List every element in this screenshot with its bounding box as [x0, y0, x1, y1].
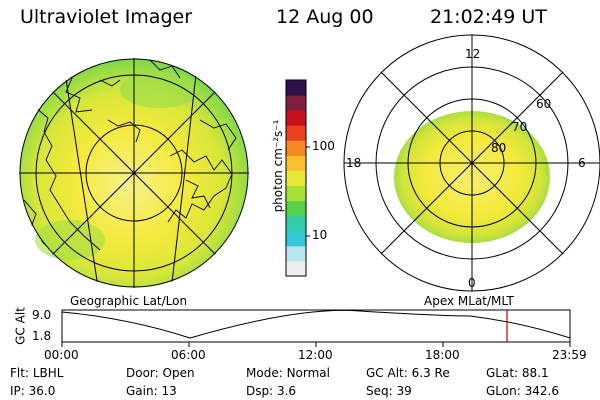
- timeline-ylabel: GC Alt: [13, 307, 28, 345]
- timeline-ytick-max: 9.0: [32, 308, 52, 322]
- colorbar: [285, 79, 310, 277]
- apex-map: [343, 34, 600, 292]
- colorbar-band: [286, 80, 306, 96]
- geo-grid: [19, 58, 249, 288]
- apex-mlt-18: 18: [346, 156, 362, 170]
- colorbar-band: [286, 185, 306, 202]
- colorbar-band: [286, 125, 306, 141]
- colorbar-band: [286, 155, 306, 171]
- colorbar-band: [286, 110, 306, 126]
- orbit-timeline: [61, 309, 571, 347]
- date-label: 12 Aug 00: [276, 6, 374, 28]
- info-mode: Mode: Normal: [246, 366, 330, 380]
- apex-label: Apex MLat/MLT: [424, 294, 514, 308]
- geo-green-patch-2: [35, 220, 105, 260]
- apex-lat-80: 80: [491, 141, 507, 155]
- timeline-xtick-3: 18:00: [425, 348, 460, 362]
- info-gc-alt: GC Alt: 6.3 Re: [366, 366, 450, 380]
- timeline-xtick-4: 23:59: [552, 348, 587, 362]
- colorbar-tick-10: 10: [312, 228, 328, 242]
- colorbar-frame: [285, 79, 307, 277]
- colorbar-tick-100: 100: [312, 139, 335, 153]
- timeline-xtick-2: 12:00: [298, 348, 333, 362]
- info-flt: Flt: LBHL: [10, 366, 64, 380]
- app-title: Ultraviolet Imager: [20, 6, 193, 28]
- apex-lat-60: 60: [536, 97, 552, 111]
- info-glon: GLon: 342.6: [486, 384, 559, 398]
- timeline-xtick-1: 06:00: [171, 348, 206, 362]
- apex-grid: [343, 34, 600, 292]
- colorbar-band: [286, 260, 306, 277]
- info-gain: Gain: 13: [126, 384, 177, 398]
- info-ip: IP: 36.0: [10, 384, 56, 398]
- apex-mlt-0: 0: [468, 276, 476, 290]
- colorbar-band: [286, 215, 306, 232]
- timeline-xtick-0: 00:00: [44, 348, 79, 362]
- geographic-label: Geographic Lat/Lon: [70, 294, 188, 308]
- apex-mlt-6: 6: [578, 156, 586, 170]
- colorbar-band: [286, 95, 306, 111]
- colorbar-band: [286, 245, 306, 262]
- colorbar-band: [286, 140, 306, 156]
- info-door: Door: Open: [126, 366, 195, 380]
- orbit-altitude-curve: [61, 309, 571, 339]
- colorbar-unit-label: photon cm⁻²s⁻¹: [271, 119, 285, 213]
- colorbar-band: [286, 230, 306, 247]
- colorbar-band: [286, 170, 306, 187]
- info-glat: GLat: 88.1: [486, 366, 549, 380]
- timeline-frame: [61, 309, 571, 343]
- apex-lat-70: 70: [512, 120, 528, 134]
- time-label: 21:02:49 UT: [430, 6, 547, 28]
- apex-mlt-12: 12: [465, 47, 481, 61]
- geographic-map: [19, 58, 249, 288]
- geo-limb: [19, 58, 249, 288]
- timeline-ticks: [61, 342, 571, 347]
- info-seq: Seq: 39: [366, 384, 412, 398]
- geo-green-patch: [120, 72, 200, 108]
- colorbar-band: [286, 200, 306, 217]
- timeline-ytick-min: 1.8: [32, 329, 52, 343]
- info-dsp: Dsp: 3.6: [246, 384, 297, 398]
